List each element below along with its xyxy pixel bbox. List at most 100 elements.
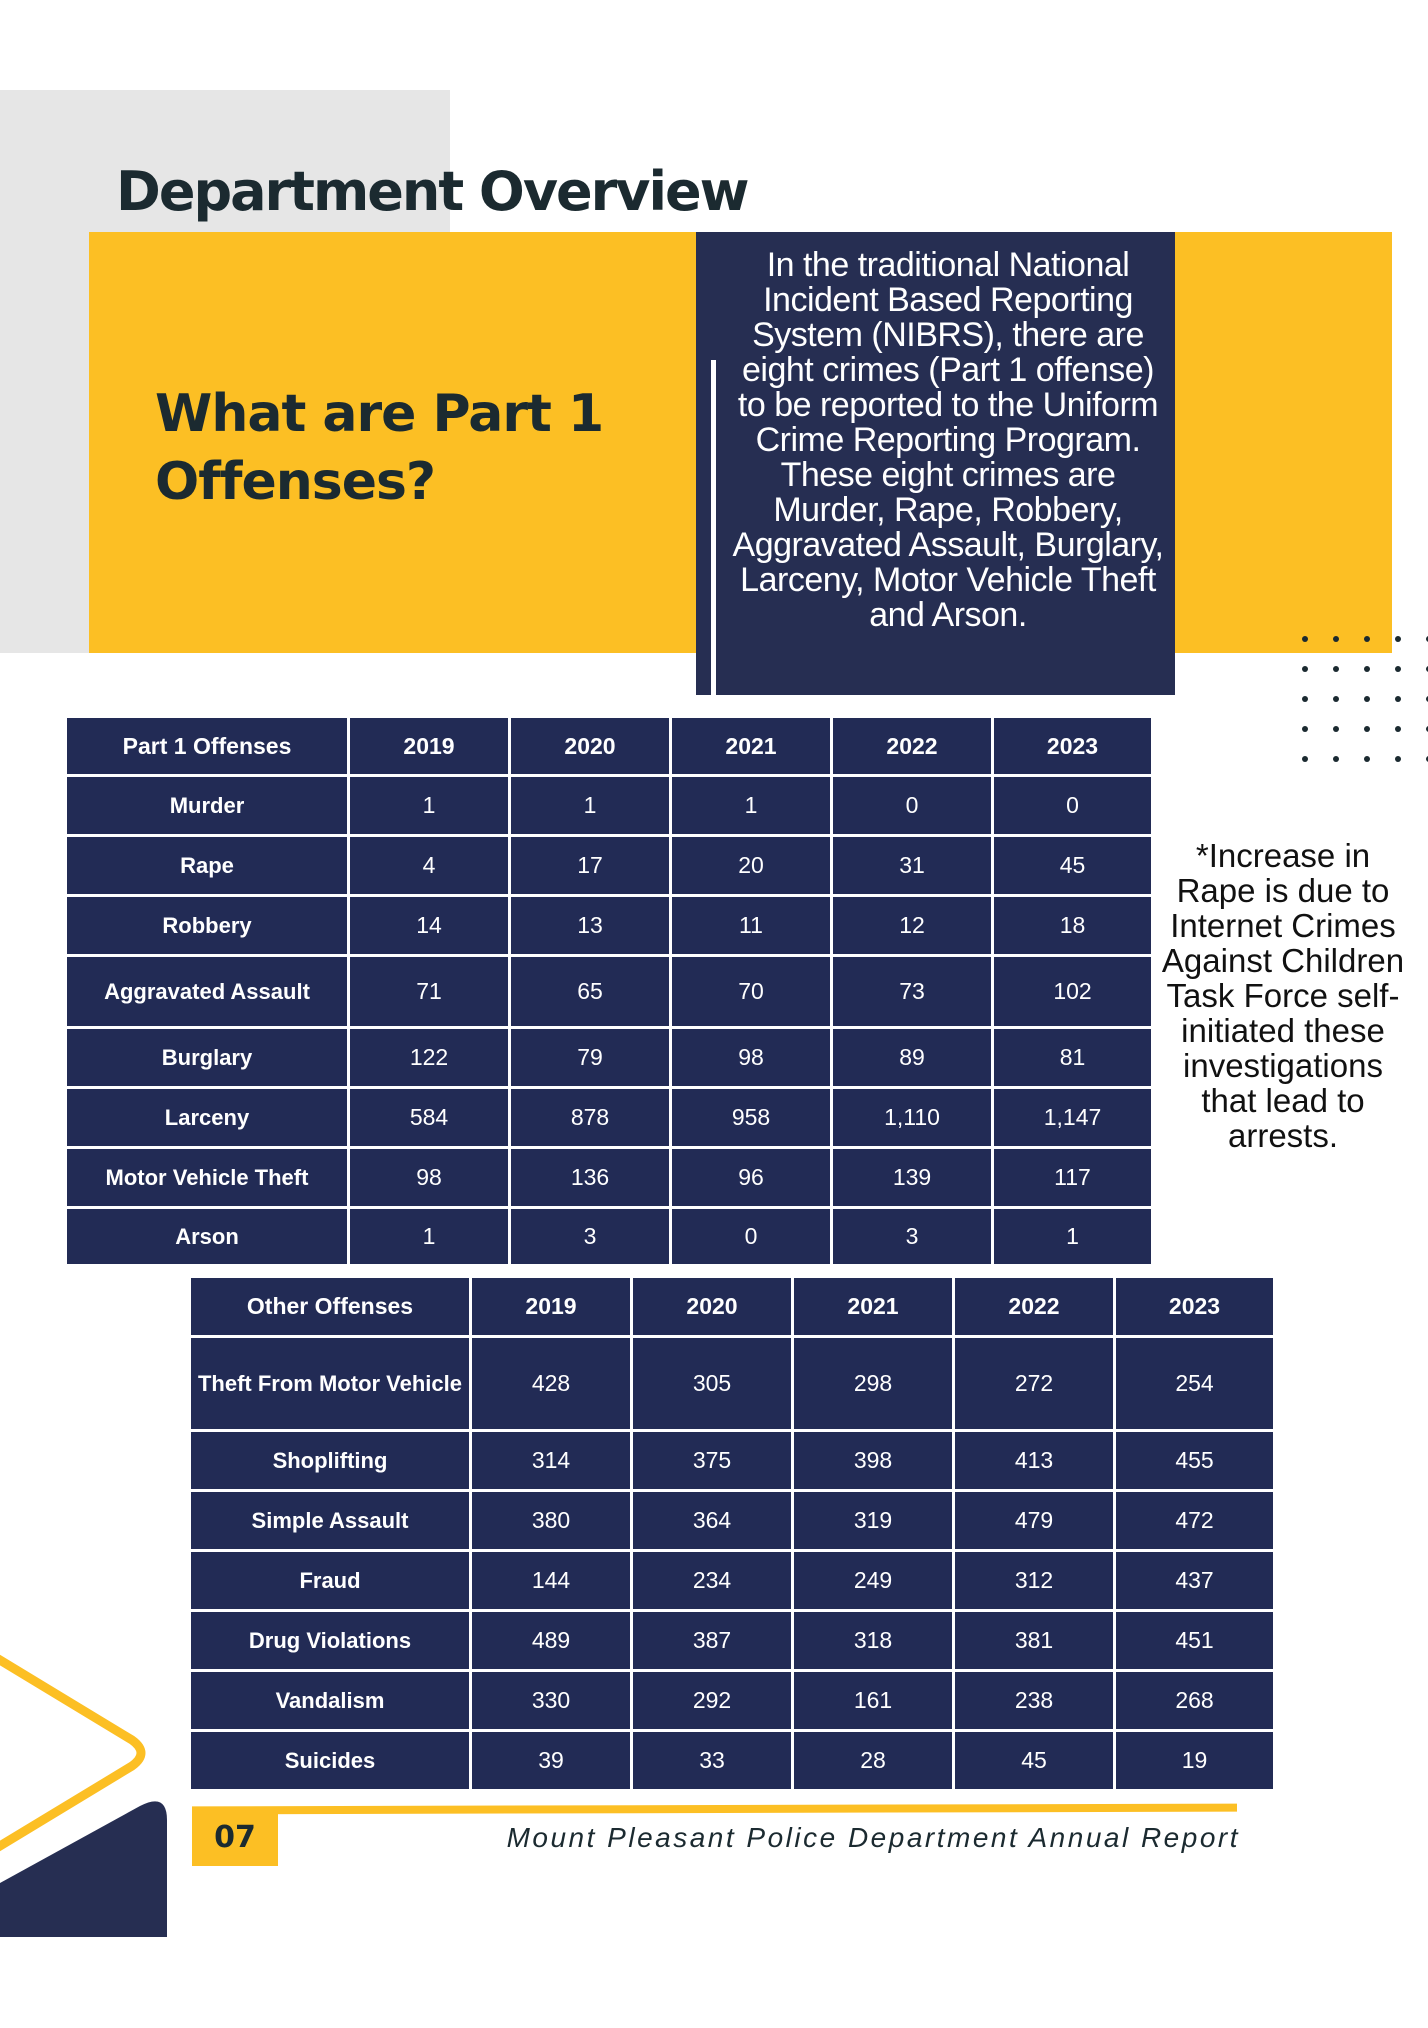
- value-cell: 12: [833, 897, 991, 954]
- value-cell: 1: [511, 777, 669, 834]
- value-cell: 380: [472, 1492, 630, 1549]
- value-cell: 249: [794, 1552, 952, 1609]
- dot: [1364, 696, 1370, 702]
- header-cell: 2021: [794, 1278, 952, 1335]
- header-cell: 2019: [472, 1278, 630, 1335]
- row-label: Simple Assault: [191, 1492, 469, 1549]
- value-cell: 428: [472, 1338, 630, 1429]
- table-row: Robbery 14 13 11 12 18: [67, 897, 1151, 954]
- dot: [1333, 696, 1339, 702]
- header-cell: 2023: [994, 718, 1151, 774]
- dot: [1395, 636, 1401, 642]
- corner-decoration: [0, 1654, 167, 1937]
- value-cell: 489: [472, 1612, 630, 1669]
- value-cell: 0: [833, 777, 991, 834]
- dot: [1364, 636, 1370, 642]
- value-cell: 13: [511, 897, 669, 954]
- value-cell: 413: [955, 1432, 1113, 1489]
- value-cell: 238: [955, 1672, 1113, 1729]
- row-label: Rape: [67, 837, 347, 894]
- value-cell: 31: [833, 837, 991, 894]
- header-cell: 2020: [511, 718, 669, 774]
- row-label: Arson: [67, 1209, 347, 1264]
- value-cell: 268: [1116, 1672, 1273, 1729]
- value-cell: 878: [511, 1089, 669, 1146]
- row-label: Burglary: [67, 1029, 347, 1086]
- value-cell: 45: [994, 837, 1151, 894]
- value-cell: 11: [672, 897, 830, 954]
- value-cell: 314: [472, 1432, 630, 1489]
- value-cell: 479: [955, 1492, 1113, 1549]
- value-cell: 98: [672, 1029, 830, 1086]
- row-label: Drug Violations: [191, 1612, 469, 1669]
- row-label: Vandalism: [191, 1672, 469, 1729]
- chevron-outline-shape: [0, 1654, 146, 1852]
- row-label: Shoplifting: [191, 1432, 469, 1489]
- value-cell: 387: [633, 1612, 791, 1669]
- dot: [1302, 636, 1308, 642]
- value-cell: 122: [350, 1029, 508, 1086]
- value-cell: 958: [672, 1089, 830, 1146]
- table-row: Rape 4 17 20 31 45: [67, 837, 1151, 894]
- value-cell: 144: [472, 1552, 630, 1609]
- value-cell: 81: [994, 1029, 1151, 1086]
- header-cell: 2023: [1116, 1278, 1273, 1335]
- value-cell: 312: [955, 1552, 1113, 1609]
- row-label: Robbery: [67, 897, 347, 954]
- value-cell: 0: [994, 777, 1151, 834]
- value-cell: 381: [955, 1612, 1113, 1669]
- dot: [1333, 756, 1339, 762]
- dot: [1364, 756, 1370, 762]
- header-cell: Other Offenses: [191, 1278, 469, 1335]
- table-row: Simple Assault 380 364 319 479 472: [191, 1492, 1273, 1549]
- table-row: Murder 1 1 1 0 0: [67, 777, 1151, 834]
- value-cell: 96: [672, 1149, 830, 1206]
- table-row: Shoplifting 314 375 398 413 455: [191, 1432, 1273, 1489]
- navy-triangle-shape: [0, 1801, 167, 1937]
- other-offenses-table: Other Offenses 2019 2020 2021 2022 2023 …: [188, 1275, 1276, 1792]
- table-row: Drug Violations 489 387 318 381 451: [191, 1612, 1273, 1669]
- value-cell: 20: [672, 837, 830, 894]
- table-header-row: Other Offenses 2019 2020 2021 2022 2023: [191, 1278, 1273, 1335]
- table-row: Fraud 144 234 249 312 437: [191, 1552, 1273, 1609]
- dot: [1333, 726, 1339, 732]
- value-cell: 136: [511, 1149, 669, 1206]
- footer-rule: [191, 1803, 1238, 1815]
- header-cell: 2022: [955, 1278, 1113, 1335]
- value-cell: 472: [1116, 1492, 1273, 1549]
- value-cell: 45: [955, 1732, 1113, 1789]
- header-cell: 2021: [672, 718, 830, 774]
- value-cell: 4: [350, 837, 508, 894]
- value-cell: 1: [350, 777, 508, 834]
- value-cell: 1,110: [833, 1089, 991, 1146]
- value-cell: 65: [511, 957, 669, 1026]
- table-row: Vandalism 330 292 161 238 268: [191, 1672, 1273, 1729]
- value-cell: 254: [1116, 1338, 1273, 1429]
- dot: [1302, 756, 1308, 762]
- value-cell: 3: [833, 1209, 991, 1264]
- table-row: Arson 1 3 0 3 1: [67, 1209, 1151, 1264]
- value-cell: 1: [994, 1209, 1151, 1264]
- dot: [1364, 726, 1370, 732]
- section-heading: What are Part 1 Offenses?: [155, 384, 604, 512]
- table-row: Larceny 584 878 958 1,110 1,147: [67, 1089, 1151, 1146]
- value-cell: 0: [672, 1209, 830, 1264]
- table-row: Theft From Motor Vehicle 428 305 298 272 254: [191, 1338, 1273, 1429]
- header-cell: 2022: [833, 718, 991, 774]
- value-cell: 71: [350, 957, 508, 1026]
- value-cell: 70: [672, 957, 830, 1026]
- page-title: Department Overview: [116, 160, 750, 223]
- value-cell: 318: [794, 1612, 952, 1669]
- dot-pattern-decoration: [1302, 636, 1428, 762]
- value-cell: 319: [794, 1492, 952, 1549]
- value-cell: 584: [350, 1089, 508, 1146]
- part1-offenses-table: Part 1 Offenses 2019 2020 2021 2022 2023…: [64, 715, 1154, 1267]
- value-cell: 272: [955, 1338, 1113, 1429]
- value-cell: 73: [833, 957, 991, 1026]
- table-header-row: Part 1 Offenses 2019 2020 2021 2022 2023: [67, 718, 1151, 774]
- dot: [1395, 756, 1401, 762]
- value-cell: 1: [350, 1209, 508, 1264]
- dot: [1333, 666, 1339, 672]
- page-number: 07: [192, 1810, 278, 1866]
- dot: [1302, 696, 1308, 702]
